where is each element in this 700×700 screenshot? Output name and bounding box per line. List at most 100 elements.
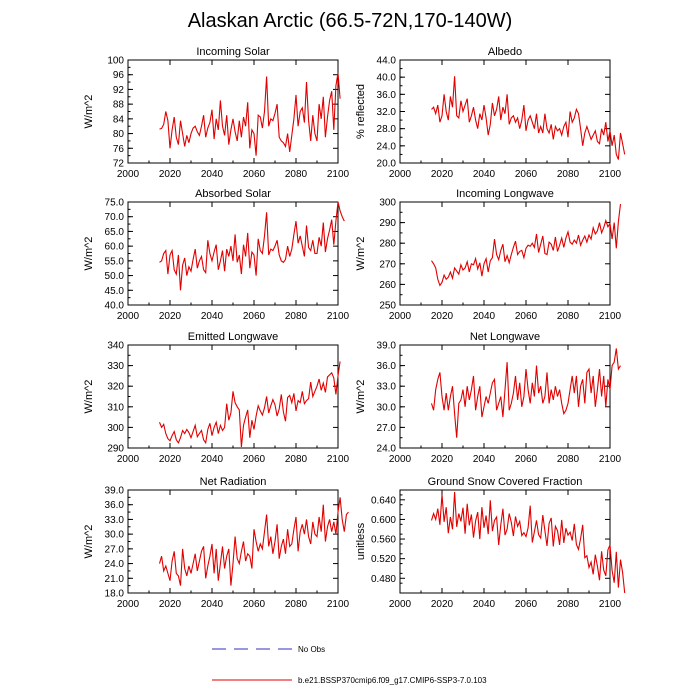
series-line-net-longwave bbox=[430, 348, 621, 438]
x-tick-label: 2080 bbox=[557, 599, 580, 610]
series-line-incoming-solar bbox=[159, 72, 341, 156]
panel-title-ground-snow-covered-fraction: Ground Snow Covered Fraction bbox=[428, 476, 583, 488]
chart-panel-ground-snow-covered-fraction: Ground Snow Covered Fraction 0.480 0.520 0.… bbox=[355, 476, 626, 610]
y-tick-label: 0.520 bbox=[371, 554, 396, 565]
x-tick-label: 2020 bbox=[159, 311, 182, 322]
panel-title-incoming-solar: Incoming Solar bbox=[196, 46, 270, 58]
legend-label-model: b.e21.BSSP370cmip6.f09_g17.CMIP6-SSP3-7.… bbox=[298, 676, 487, 685]
x-tick-label: 2000 bbox=[389, 169, 412, 180]
y-tick-label: 27.0 bbox=[377, 423, 397, 434]
y-tick-label: 36.0 bbox=[105, 500, 125, 511]
x-tick-label: 2100 bbox=[599, 169, 622, 180]
x-tick-label: 2020 bbox=[431, 169, 454, 180]
y-tick-label: 33.0 bbox=[105, 515, 125, 526]
plot-frame bbox=[127, 201, 339, 306]
y-tick-label: 21.0 bbox=[105, 574, 125, 585]
y-tick-label: 320 bbox=[107, 382, 124, 393]
y-tick-label: 0.600 bbox=[371, 515, 396, 526]
y-tick-label: 24.0 bbox=[105, 559, 125, 570]
y-tick-label: 36.0 bbox=[377, 90, 397, 101]
legend: No Obs b.e21.BSSP370cmip6.f09_g17.CMIP6-… bbox=[212, 645, 487, 685]
x-tick-label: 2020 bbox=[159, 599, 182, 610]
x-tick-label: 2060 bbox=[515, 311, 538, 322]
y-tick-label: 60.0 bbox=[105, 242, 125, 253]
y-axis-label: W/m^2 bbox=[83, 95, 95, 129]
x-tick-label: 2040 bbox=[473, 599, 496, 610]
chart-panel-absorbed-solar: Absorbed Solar 40.0 45.0 50.0 55.0 60.0 65.0 70… bbox=[83, 188, 350, 322]
x-tick-label: 2060 bbox=[243, 311, 266, 322]
y-tick-label: 40.0 bbox=[377, 73, 397, 84]
panel-title-net-radiation: Net Radiation bbox=[200, 476, 267, 488]
series-line-ground-snow-covered-fraction bbox=[430, 491, 626, 594]
y-axis-label: % reflected bbox=[355, 84, 367, 139]
x-tick-label: 2080 bbox=[557, 169, 580, 180]
panel-title-emitted-longwave: Emitted Longwave bbox=[188, 331, 279, 343]
y-tick-label: 88 bbox=[113, 100, 125, 111]
plot-frame bbox=[399, 201, 611, 306]
x-tick-label: 2040 bbox=[201, 454, 224, 465]
figure-title: Alaskan Arctic (66.5-72N,170-140W) bbox=[188, 10, 513, 32]
x-tick-label: 2100 bbox=[327, 311, 350, 322]
x-tick-label: 2020 bbox=[431, 311, 454, 322]
chart-panel-emitted-longwave: Emitted Longwave 290 300 310 320 330 340 2000 20… bbox=[83, 331, 350, 465]
x-tick-label: 2020 bbox=[431, 454, 454, 465]
y-tick-label: 0.560 bbox=[371, 535, 396, 546]
y-tick-label: 45.0 bbox=[105, 286, 125, 297]
plot-frame bbox=[127, 59, 339, 164]
y-tick-label: 76 bbox=[113, 144, 125, 155]
x-tick-label: 2100 bbox=[599, 454, 622, 465]
y-tick-label: 280 bbox=[379, 239, 396, 250]
y-tick-label: 270 bbox=[379, 259, 396, 270]
y-tick-label: 32.0 bbox=[377, 107, 397, 118]
chart-panel-albedo: Albedo 20.0 24.0 28.0 32.0 36.0 40.0 44.0 2000 20… bbox=[355, 46, 626, 180]
y-tick-label: 92 bbox=[113, 85, 125, 96]
plot-frame bbox=[399, 489, 611, 594]
y-tick-label: 55.0 bbox=[105, 256, 125, 267]
y-tick-label: 18.0 bbox=[105, 589, 125, 600]
y-tick-label: 33.0 bbox=[377, 382, 397, 393]
y-axis-label: W/m^2 bbox=[83, 237, 95, 271]
y-tick-label: 0.640 bbox=[371, 495, 396, 506]
x-tick-label: 2080 bbox=[557, 454, 580, 465]
y-tick-label: 80 bbox=[113, 129, 125, 140]
y-tick-label: 65.0 bbox=[105, 227, 125, 238]
x-tick-label: 2000 bbox=[117, 169, 140, 180]
y-tick-label: 0.480 bbox=[371, 574, 396, 585]
y-tick-label: 100 bbox=[107, 56, 124, 67]
x-tick-label: 2000 bbox=[117, 454, 140, 465]
x-tick-label: 2000 bbox=[389, 599, 412, 610]
chart-panel-incoming-solar: Incoming Solar 72 76 80 84 88 92 96 100 2000 2020 2… bbox=[83, 46, 350, 180]
x-tick-label: 2100 bbox=[327, 454, 350, 465]
x-tick-label: 2060 bbox=[515, 599, 538, 610]
x-tick-label: 2040 bbox=[201, 169, 224, 180]
y-tick-label: 24.0 bbox=[377, 141, 397, 152]
y-tick-label: 30.0 bbox=[377, 402, 397, 413]
y-tick-label: 260 bbox=[379, 280, 396, 291]
x-tick-label: 2100 bbox=[599, 599, 622, 610]
x-tick-label: 2080 bbox=[285, 599, 308, 610]
y-tick-label: 330 bbox=[107, 361, 124, 372]
x-tick-label: 2040 bbox=[473, 311, 496, 322]
panel-title-incoming-longwave: Incoming Longwave bbox=[456, 188, 554, 200]
y-tick-label: 40.0 bbox=[105, 301, 125, 312]
y-axis-label: W/m^2 bbox=[83, 380, 95, 414]
y-tick-label: 96 bbox=[113, 70, 125, 81]
panel-title-absorbed-solar: Absorbed Solar bbox=[195, 188, 271, 200]
x-tick-label: 2100 bbox=[327, 599, 350, 610]
y-axis-label: unitless bbox=[355, 522, 367, 560]
panel-title-net-longwave: Net Longwave bbox=[470, 331, 540, 343]
y-tick-label: 290 bbox=[107, 444, 124, 455]
y-tick-label: 28.0 bbox=[377, 124, 397, 135]
x-tick-label: 2060 bbox=[243, 454, 266, 465]
legend-label-no-obs: No Obs bbox=[298, 645, 325, 654]
y-tick-label: 300 bbox=[107, 423, 124, 434]
panel-title-albedo: Albedo bbox=[488, 46, 522, 58]
y-tick-label: 50.0 bbox=[105, 271, 125, 282]
panels-container: Incoming Solar 72 76 80 84 88 92 96 100 2000 2020 2… bbox=[83, 46, 626, 610]
y-axis-label: W/m^2 bbox=[355, 237, 367, 271]
x-tick-label: 2080 bbox=[285, 454, 308, 465]
x-tick-label: 2040 bbox=[201, 599, 224, 610]
y-tick-label: 39.0 bbox=[377, 341, 397, 352]
y-tick-label: 84 bbox=[113, 114, 125, 125]
x-tick-label: 2060 bbox=[243, 599, 266, 610]
